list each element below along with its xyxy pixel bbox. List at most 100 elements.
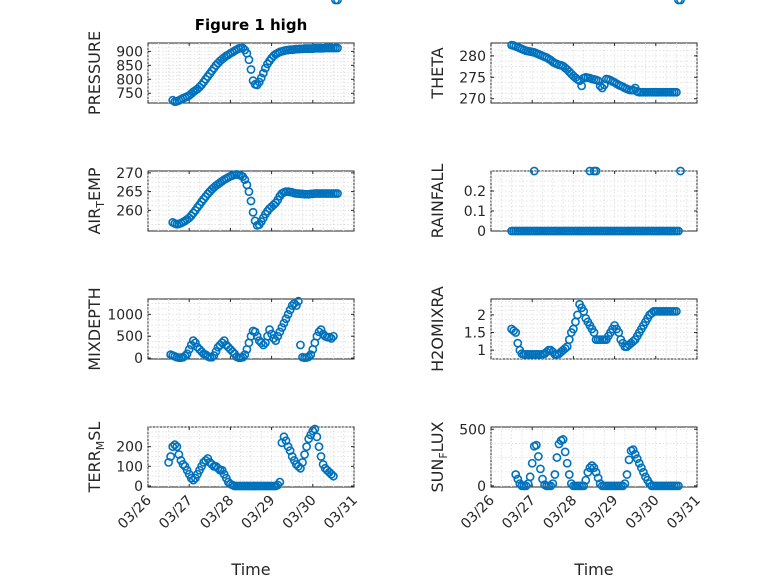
data-point: [333, 0, 342, 5]
y-tick-label: 800: [116, 72, 143, 88]
y-tick-label: 850: [116, 58, 143, 74]
data-point: [552, 453, 562, 462]
y-tick-label: 270: [459, 92, 486, 108]
data-point: [298, 458, 307, 467]
data-point: [529, 166, 539, 176]
data-point: [333, 43, 342, 53]
data-point: [676, 0, 685, 5]
data-point: [316, 325, 326, 335]
data-point: [256, 73, 266, 83]
data-point: [184, 344, 194, 354]
data-point: [244, 55, 254, 65]
y-tick-label: 1: [477, 343, 486, 359]
data-point: [312, 432, 322, 442]
data-point: [207, 459, 217, 469]
data-point: [166, 452, 176, 461]
data-point: [254, 77, 264, 87]
data-point: [577, 81, 587, 91]
data-point: [593, 473, 603, 483]
data-point: [521, 481, 531, 491]
y-tick-label: 275: [459, 70, 486, 86]
y-tick-label: 260: [116, 203, 143, 219]
data-point: [593, 76, 603, 86]
data-point: [168, 442, 178, 452]
series-h2omixra: [507, 0, 685, 359]
data-point: [283, 309, 293, 319]
data-point: [639, 467, 648, 477]
y-axis-label-terr_msl: TERRMSL: [85, 422, 107, 494]
data-point: [676, 166, 685, 176]
data-point: [636, 463, 646, 473]
x-tick-label: 03/29: [582, 493, 622, 533]
data-point: [674, 481, 683, 491]
panel-sun_flux: 0 500 03/26 03/27 03/28 03/29 03/30 03/31 SUNFLU…: [428, 421, 704, 532]
data-point: [511, 328, 521, 337]
data-point: [248, 207, 258, 217]
data-point: [550, 470, 560, 479]
data-point: [293, 296, 303, 306]
data-point: [188, 475, 198, 485]
data-point: [509, 326, 519, 336]
y-tick-label: 0.1: [464, 204, 486, 220]
data-point: [581, 475, 591, 485]
data-point: [533, 452, 543, 461]
data-point: [258, 68, 268, 78]
y-tick-label: 0: [477, 479, 486, 495]
x-tick-label: 03/27: [499, 493, 539, 533]
data-point: [558, 435, 568, 444]
data-point: [304, 352, 314, 362]
y-axis-label-air_temp: AIRTEMP: [85, 167, 107, 234]
panel-rainfall: 0 0.1 0.2 RAINFALL: [428, 164, 698, 240]
data-point: [622, 470, 632, 479]
data-point: [511, 470, 521, 479]
data-point: [252, 331, 262, 341]
x-tick-label: 03/26: [115, 492, 155, 532]
y-tick-label: 200: [116, 440, 143, 456]
data-point: [630, 449, 640, 459]
data-point: [328, 331, 338, 341]
data-point: [213, 463, 223, 473]
data-point: [207, 352, 217, 362]
data-point: [333, 189, 342, 198]
data-point: [672, 87, 681, 97]
data-point: [190, 338, 200, 348]
series-rainfall: [507, 166, 685, 236]
data-point: [585, 166, 595, 176]
data-point: [674, 226, 683, 236]
data-point: [302, 442, 312, 452]
y-tick-label: 265: [116, 185, 143, 201]
data-point: [228, 347, 237, 356]
x-tick-label: 03/28: [197, 493, 237, 533]
y-tick-label: 500: [459, 422, 486, 438]
y-axis-label-pressure: PRESSURE: [85, 31, 104, 115]
data-point: [281, 314, 291, 324]
series-mixdepth: [166, 296, 338, 363]
panel-air_temp: 260 265 270 AIRTEMP: [85, 166, 355, 235]
data-point: [287, 301, 297, 310]
data-point: [279, 318, 289, 328]
data-point: [180, 351, 190, 361]
data-point: [560, 344, 570, 353]
data-point: [672, 306, 681, 316]
data-point: [628, 336, 638, 346]
panel-theta: 270 275 280 THETA: [428, 40, 698, 108]
data-point: [219, 336, 229, 346]
y-axis-label-mixdepth: MIXDEPTH: [85, 287, 104, 370]
data-point: [314, 442, 324, 452]
y-tick-label: 0: [134, 479, 143, 495]
data-point: [579, 481, 589, 491]
data-point: [527, 458, 537, 468]
data-point: [585, 463, 595, 473]
y-tick-label: 0: [477, 224, 486, 240]
data-point: [562, 458, 572, 468]
x-tick-label: 03/31: [321, 493, 361, 533]
data-point: [542, 347, 552, 357]
panel-h2omixra: 11.5 2 H2OMIXRA: [428, 0, 698, 372]
data-point: [326, 334, 336, 343]
data-point: [261, 63, 270, 73]
data-point: [240, 350, 250, 360]
series-pressure: [168, 43, 342, 107]
data-point: [310, 424, 320, 434]
data-point: [258, 340, 268, 350]
data-point: [591, 166, 601, 176]
